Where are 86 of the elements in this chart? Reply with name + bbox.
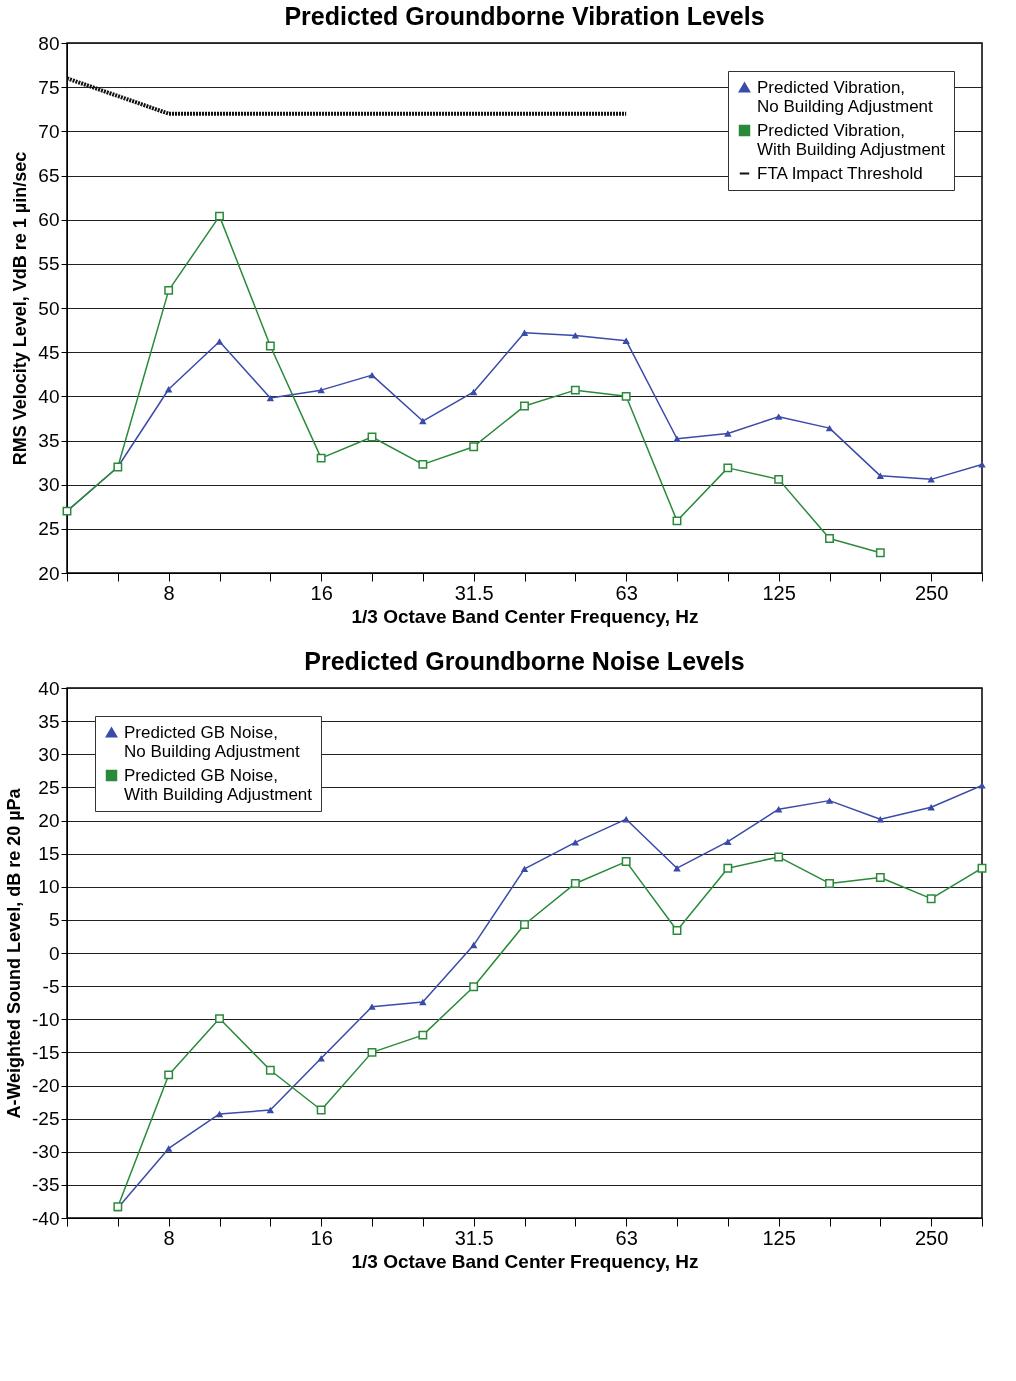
x-tick-label: 250: [914, 1226, 949, 1249]
point: [367, 1047, 377, 1057]
y-tick-label: 20: [38, 810, 60, 831]
y-tick-label: 25: [38, 776, 60, 798]
point: [774, 852, 784, 862]
point: [570, 878, 580, 888]
point: [672, 926, 682, 935]
legend-label: Predicted GB Noise, No Building Adjustment: [124, 722, 301, 761]
point: [723, 863, 733, 873]
point: [316, 453, 326, 463]
point: [723, 463, 733, 473]
y-tick-label: 5: [48, 909, 60, 931]
legend-label: Predicted Vibration, With Building Adjustment: [757, 120, 946, 159]
y-axis-title: A-Weighted Sound Level, dB re 20 µPa: [4, 787, 25, 1119]
point: [164, 1070, 174, 1080]
x-tick-label: 8: [163, 1226, 175, 1249]
legend-label: Predicted GB Noise, With Building Adjustment: [124, 765, 313, 804]
y-tick-label: 70: [38, 120, 60, 142]
y-tick-label: 35: [38, 430, 60, 451]
x-tick-label: 125: [762, 1226, 796, 1249]
y-tick-label: 60: [38, 209, 60, 231]
legend-label: FTA Impact Threshold: [757, 163, 923, 183]
y-tick-label: -20: [32, 1075, 60, 1096]
y-tick-label: -15: [32, 1041, 60, 1063]
y-tick-label: 40: [38, 677, 60, 699]
x-tick-label: 31.5: [454, 1226, 494, 1249]
x-tick-label: 125: [762, 581, 796, 604]
chart-title: Predicted Groundborne Vibration Levels: [284, 2, 765, 30]
point: [875, 873, 885, 882]
y-tick-label: 10: [38, 876, 60, 898]
y-tick-label: 15: [38, 843, 60, 865]
y-tick-label: -35: [32, 1174, 60, 1196]
y-tick-label: -5: [42, 975, 60, 997]
point: [621, 391, 631, 401]
x-tick-label: 63: [615, 1226, 638, 1249]
x-axis-title: 1/3 Octave Band Center Frequency, Hz: [351, 1250, 699, 1272]
x-tick-label: 63: [615, 581, 638, 604]
point: [825, 878, 834, 888]
point: [469, 442, 479, 452]
point: [977, 863, 987, 873]
point: [978, 461, 986, 468]
y-tick-label: 45: [38, 341, 60, 363]
point: [520, 920, 529, 929]
y-tick-label: -25: [32, 1108, 60, 1130]
y-tick-label: -40: [32, 1207, 60, 1229]
point: [215, 211, 224, 221]
y-tick-label: 75: [38, 76, 60, 98]
point: [520, 401, 529, 411]
y-tick-label: -30: [32, 1141, 60, 1163]
y-tick-label: 30: [38, 474, 60, 496]
y-tick-label: -10: [32, 1008, 60, 1030]
x-tick-label: 16: [310, 1226, 333, 1249]
x-tick-label: 8: [163, 581, 175, 604]
point: [164, 285, 174, 295]
point: [978, 782, 986, 789]
y-tick-label: 35: [38, 710, 60, 732]
y-tick-label: 20: [38, 562, 60, 584]
chart-title: Predicted Groundborne Noise Levels: [304, 647, 745, 675]
x-tick-label: 250: [914, 581, 949, 604]
x-tick-label: 16: [310, 581, 333, 604]
y-tick-label: 55: [38, 253, 60, 275]
y-tick-label: 40: [38, 385, 60, 407]
point: [215, 1014, 224, 1024]
x-tick-label: 31.5: [454, 581, 494, 604]
point: [825, 534, 834, 544]
point: [570, 385, 580, 395]
point: [875, 548, 885, 558]
point: [265, 341, 275, 351]
point: [418, 459, 428, 469]
point: [265, 1065, 275, 1075]
y-tick-label: 50: [38, 297, 60, 319]
y-tick-label: 65: [38, 165, 60, 186]
point: [469, 982, 479, 992]
point: [418, 1030, 428, 1040]
point: [774, 474, 784, 484]
point: [621, 857, 631, 867]
point: [316, 1105, 326, 1115]
legend-label: Predicted Vibration, No Building Adjustment: [757, 77, 934, 116]
point: [672, 516, 682, 526]
y-tick-label: 25: [38, 518, 60, 540]
y-tick-label: 30: [38, 743, 60, 765]
y-tick-label: 0: [48, 942, 60, 964]
y-axis-title: RMS Velocity Level, VdB re 1 µin/sec: [10, 151, 31, 466]
point: [926, 894, 936, 904]
y-tick-label: 80: [38, 32, 60, 54]
x-axis-title: 1/3 Octave Band Center Frequency, Hz: [351, 605, 699, 627]
